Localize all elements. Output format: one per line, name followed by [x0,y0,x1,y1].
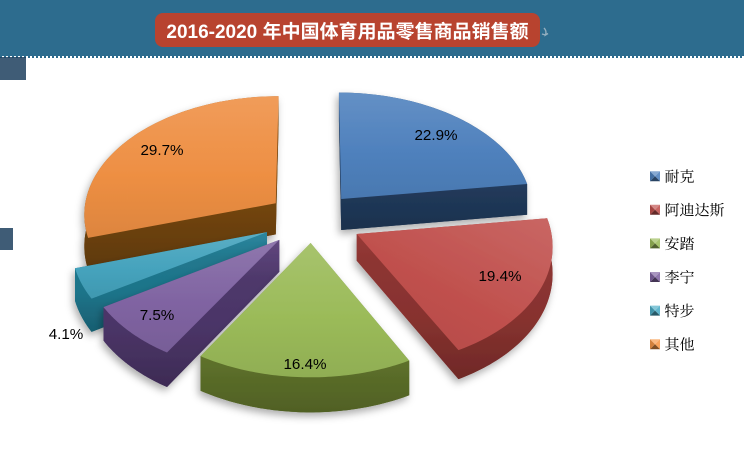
svg-text:22.9%: 22.9% [414,127,457,144]
svg-text:19.4%: 19.4% [478,268,521,285]
svg-text:2016-2020: 2016-2020 [166,22,257,43]
svg-text:4.1%: 4.1% [49,326,84,343]
svg-text:7.5%: 7.5% [140,307,175,324]
svg-text:16.4%: 16.4% [283,356,326,373]
svg-text:29.7%: 29.7% [140,142,183,159]
